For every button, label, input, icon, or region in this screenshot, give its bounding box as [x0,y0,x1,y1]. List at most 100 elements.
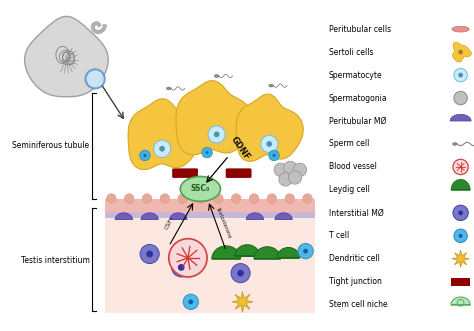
Polygon shape [25,16,108,97]
Circle shape [169,239,207,277]
Bar [451,278,470,286]
Text: Peritubular cells: Peritubular cells [328,25,391,34]
Ellipse shape [166,87,171,90]
FancyBboxPatch shape [172,168,198,178]
Polygon shape [128,99,201,169]
Text: Dendritic cell: Dendritic cell [328,254,380,263]
Circle shape [172,258,191,277]
Text: Spermatogonia: Spermatogonia [328,94,387,103]
Text: CSF₁: CSF₁ [164,215,175,230]
Circle shape [237,270,244,276]
Circle shape [202,147,212,158]
Circle shape [266,141,272,147]
Ellipse shape [453,143,457,145]
Text: GDNF: GDNF [229,135,252,162]
Ellipse shape [269,84,273,87]
Circle shape [144,154,146,157]
Circle shape [178,194,188,203]
Polygon shape [236,94,303,161]
Circle shape [125,194,134,203]
Circle shape [458,211,463,215]
Text: SSC₀: SSC₀ [191,184,210,193]
Text: Spermatocyte: Spermatocyte [328,71,382,79]
Circle shape [283,161,297,174]
Circle shape [231,263,250,283]
Circle shape [140,244,159,263]
Circle shape [454,91,467,105]
Polygon shape [170,213,187,219]
Circle shape [249,194,259,203]
Polygon shape [277,248,300,258]
Text: Seminiferous tubule: Seminiferous tubule [12,141,90,150]
Polygon shape [453,42,472,62]
Circle shape [269,150,279,161]
Circle shape [273,154,275,157]
Circle shape [274,163,287,176]
Circle shape [183,294,199,309]
Text: Peritubular MØ: Peritubular MØ [328,117,386,125]
Circle shape [458,50,463,55]
Ellipse shape [452,26,469,32]
Circle shape [146,251,153,257]
Circle shape [454,69,467,82]
Circle shape [288,171,302,184]
Circle shape [86,70,105,88]
Text: Leydig cell: Leydig cell [328,185,369,194]
Text: Testis interstitium: Testis interstitium [20,256,90,265]
Polygon shape [235,245,260,256]
Polygon shape [254,247,281,259]
Ellipse shape [180,176,220,201]
Circle shape [160,194,170,203]
Circle shape [459,234,463,238]
Polygon shape [141,213,158,219]
Circle shape [261,135,278,153]
Circle shape [208,126,225,143]
Circle shape [159,146,165,152]
Polygon shape [246,213,264,219]
Circle shape [142,194,152,203]
Circle shape [303,249,308,254]
Circle shape [178,264,184,271]
Circle shape [453,159,468,174]
Polygon shape [232,291,253,312]
Circle shape [206,151,209,154]
Polygon shape [115,213,132,219]
FancyBboxPatch shape [105,199,315,212]
Polygon shape [451,297,470,305]
Polygon shape [452,250,469,267]
Text: Sertoli cells: Sertoli cells [328,48,373,57]
Polygon shape [275,213,292,219]
Polygon shape [212,246,240,259]
Circle shape [214,131,219,137]
Ellipse shape [214,74,219,77]
FancyBboxPatch shape [226,168,252,178]
Circle shape [214,194,223,203]
Circle shape [188,300,193,304]
Circle shape [293,163,307,176]
Text: Testosterone: Testosterone [215,207,232,240]
Circle shape [285,194,294,203]
Circle shape [279,173,292,186]
Circle shape [453,205,468,220]
Circle shape [154,140,171,157]
Text: Stem cell niche: Stem cell niche [328,300,387,309]
Circle shape [454,229,467,243]
Circle shape [231,194,241,203]
Text: Blood vessel: Blood vessel [328,163,376,171]
Polygon shape [176,81,253,155]
Circle shape [196,194,205,203]
Circle shape [303,194,312,203]
Circle shape [458,73,463,77]
FancyBboxPatch shape [105,218,315,313]
Circle shape [140,150,150,161]
Circle shape [107,194,116,203]
Text: T cell: T cell [328,231,349,240]
Text: Tight junction: Tight junction [328,277,382,286]
Circle shape [267,194,277,203]
Polygon shape [450,114,471,121]
FancyBboxPatch shape [105,212,315,218]
Text: Interstitial MØ: Interstitial MØ [328,208,383,217]
Circle shape [298,244,313,259]
Polygon shape [451,179,470,190]
Text: Sperm cell: Sperm cell [328,139,369,149]
